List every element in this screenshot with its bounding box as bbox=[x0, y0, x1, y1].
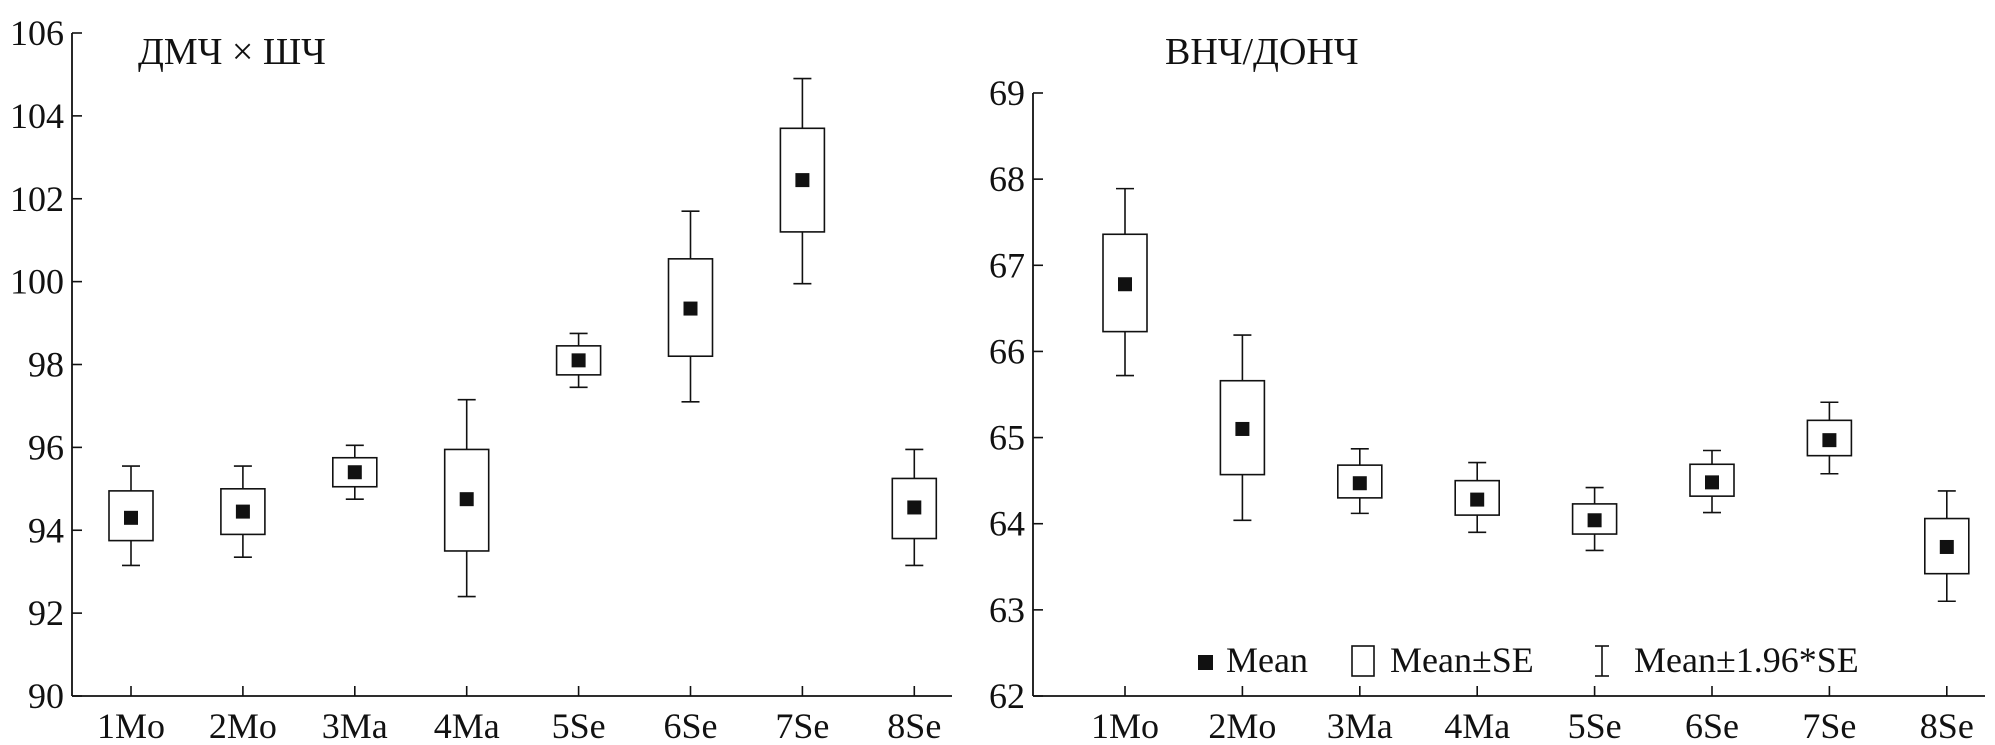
y-tick-label: 90 bbox=[28, 676, 64, 716]
y-tick-label: 68 bbox=[989, 159, 1025, 199]
left-panel: ДМЧ × ШЧ 90 92 94 96 98 100 102 104 106 1Mo 2Mo 3Ma… bbox=[10, 13, 952, 745]
legend-ci-label: Mean±1.96*SE bbox=[1634, 640, 1859, 680]
se-box bbox=[1337, 464, 1383, 499]
box-4Ma bbox=[443, 398, 490, 598]
se-box bbox=[1219, 379, 1266, 476]
x-tick-label: 1Mo bbox=[1091, 706, 1159, 745]
box-1Mo bbox=[108, 465, 154, 567]
mean-marker bbox=[1705, 475, 1719, 490]
box-3Ma bbox=[1337, 447, 1383, 515]
mean-marker bbox=[1822, 433, 1837, 448]
y-tick-label: 92 bbox=[28, 593, 64, 633]
box-5Se bbox=[1571, 486, 1618, 552]
y-tick-label: 64 bbox=[989, 504, 1025, 544]
y-tick-label: 100 bbox=[10, 262, 64, 302]
box-2Mo bbox=[220, 465, 266, 558]
x-tick-label: 8Se bbox=[1920, 706, 1974, 745]
y-tick-label: 62 bbox=[989, 676, 1025, 716]
box-2Mo bbox=[1219, 334, 1266, 522]
left-panel-title: ДМЧ × ШЧ bbox=[138, 31, 326, 73]
x-tick-label: 2Mo bbox=[209, 706, 277, 745]
box-6Se bbox=[1689, 449, 1735, 514]
y-tick-label: 98 bbox=[28, 345, 64, 385]
y-tick-label: 96 bbox=[28, 427, 64, 467]
y-tick-label: 65 bbox=[989, 418, 1025, 458]
x-tick-label: 8Se bbox=[887, 706, 941, 745]
mean-marker bbox=[459, 492, 474, 507]
y-tick-label: 69 bbox=[989, 73, 1025, 113]
y-tick-label: 104 bbox=[10, 96, 64, 136]
x-tick-label: 2Mo bbox=[1208, 706, 1276, 745]
mean-marker bbox=[1587, 513, 1602, 528]
mean-marker bbox=[235, 504, 250, 519]
x-tick-label: 6Se bbox=[664, 706, 718, 745]
x-tick-label: 6Se bbox=[1685, 706, 1739, 745]
legend-whisker-symbol bbox=[1595, 645, 1609, 677]
mean-marker bbox=[571, 353, 586, 368]
x-tick-label: 7Se bbox=[775, 706, 829, 745]
legend-mean-label: Mean bbox=[1226, 640, 1308, 680]
legend-se-symbol bbox=[1351, 645, 1375, 677]
legend: Mean Mean±SE Mean±1.96*SE bbox=[1198, 640, 1859, 680]
mean-marker bbox=[1352, 476, 1367, 491]
box-3Ma bbox=[331, 444, 378, 500]
y-tick-label: 67 bbox=[989, 245, 1025, 285]
x-tick-label: 3Ma bbox=[322, 706, 388, 745]
mean-marker bbox=[683, 301, 698, 316]
right-panel: ВНЧ/ДОНЧ Mean Mean±SE Mean±1.96*SE 62 63 6… bbox=[989, 31, 1985, 745]
mean-marker bbox=[347, 465, 362, 480]
y-tick-label: 106 bbox=[10, 13, 64, 53]
x-tick-label: 5Se bbox=[552, 706, 606, 745]
box-6Se bbox=[667, 210, 714, 403]
mean-marker bbox=[907, 500, 922, 515]
y-tick-label: 66 bbox=[989, 331, 1025, 371]
box-1Mo bbox=[1102, 187, 1148, 377]
box-7Se bbox=[779, 77, 826, 285]
box-7Se bbox=[1806, 401, 1853, 475]
x-tick-label: 5Se bbox=[1568, 706, 1622, 745]
y-tick-label: 94 bbox=[28, 510, 64, 550]
se-box bbox=[1571, 503, 1618, 535]
mean-marker bbox=[1235, 421, 1250, 436]
mean-marker bbox=[124, 510, 138, 525]
legend-se-label: Mean±SE bbox=[1390, 640, 1534, 680]
x-tick-label: 1Mo bbox=[97, 706, 165, 745]
box-8Se bbox=[891, 448, 938, 567]
mean-marker bbox=[1470, 492, 1485, 507]
x-tick-label: 4Ma bbox=[434, 706, 500, 745]
y-tick-label: 102 bbox=[10, 179, 64, 219]
y-tick-label: 63 bbox=[989, 590, 1025, 630]
box-5Se bbox=[555, 332, 602, 389]
x-tick-label: 7Se bbox=[1802, 706, 1856, 745]
x-tick-label: 3Ma bbox=[1327, 706, 1393, 745]
box-4Ma bbox=[1454, 461, 1500, 534]
mean-marker bbox=[1118, 277, 1132, 292]
right-panel-title: ВНЧ/ДОНЧ bbox=[1165, 31, 1359, 73]
mean-marker bbox=[1939, 539, 1954, 554]
mean-marker bbox=[795, 173, 810, 188]
box-8Se bbox=[1924, 490, 1970, 603]
x-tick-label: 4Ma bbox=[1444, 706, 1510, 745]
se-box bbox=[555, 345, 602, 376]
legend-mean-symbol bbox=[1198, 655, 1213, 670]
